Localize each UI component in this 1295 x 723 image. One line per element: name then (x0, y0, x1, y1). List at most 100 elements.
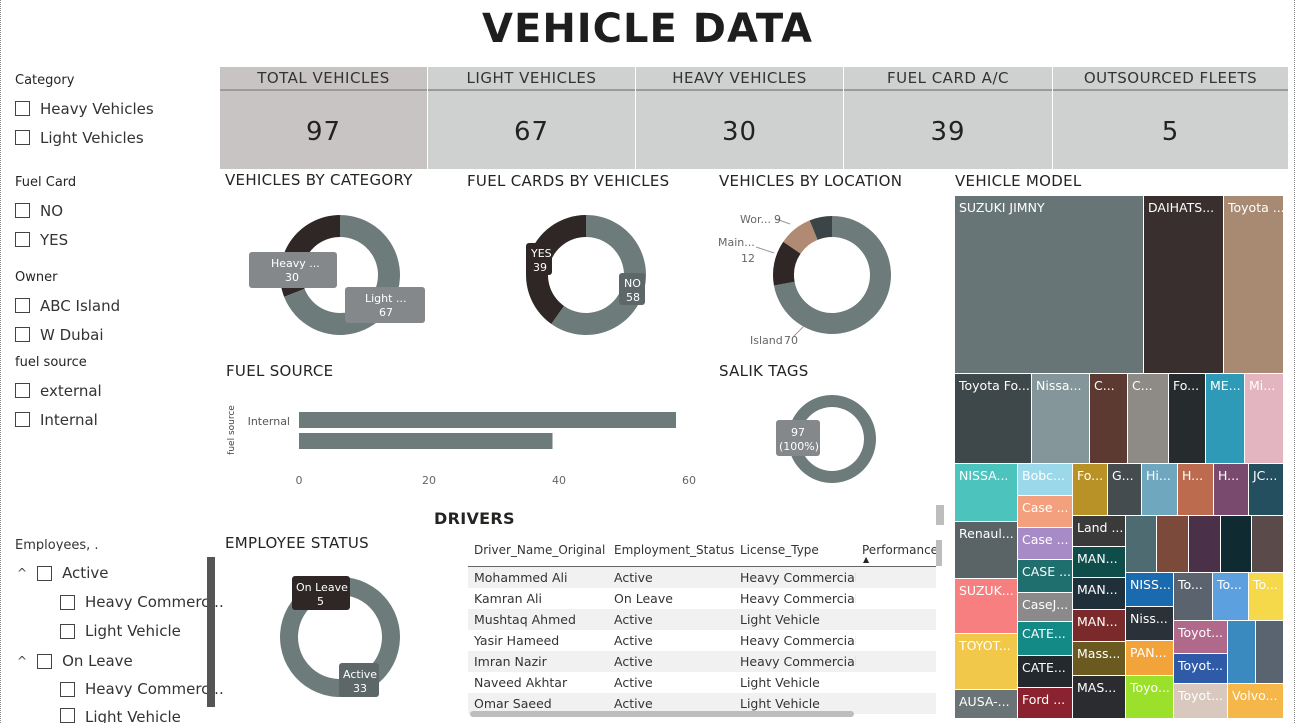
checkbox[interactable] (60, 681, 75, 697)
treemap-tile[interactable]: Niss... (1126, 607, 1173, 640)
treemap-tile[interactable]: C... (1128, 374, 1168, 463)
treemap-tile[interactable]: H... (1178, 464, 1213, 515)
treemap-tile[interactable]: CATE... (1018, 656, 1072, 687)
treemap-tile[interactable]: To... (1174, 573, 1212, 620)
slicer-item-internal[interactable]: Internal (15, 405, 102, 434)
sort-icon[interactable]: ▲ (863, 555, 870, 564)
hierarchy-item-heavy[interactable]: Heavy Commerc... (60, 680, 224, 698)
table-row[interactable]: Mushtaq Ahmed Active Light Vehicle (468, 609, 936, 630)
column-header[interactable]: Driver_Name_Original (474, 542, 606, 557)
treemap-tile[interactable]: Mi... (1245, 374, 1283, 463)
treemap-tile[interactable]: Toyo... (1126, 676, 1173, 718)
treemap-tile[interactable]: Case ... (1018, 528, 1072, 559)
treemap-tile[interactable]: MAN... (1073, 578, 1125, 609)
treemap-tile[interactable]: CaseJ... (1018, 593, 1072, 621)
checkbox[interactable] (15, 327, 30, 342)
checkbox[interactable] (37, 653, 53, 669)
slicer-item-external[interactable]: external (15, 376, 102, 405)
table-row[interactable]: Mohammed Ali Active Heavy Commercial (468, 567, 936, 588)
bar[interactable] (299, 412, 676, 428)
hierarchy-item-light[interactable]: Light Vehicle (60, 622, 181, 640)
checkbox[interactable] (15, 232, 30, 247)
table-row[interactable]: Kamran Ali On Leave Heavy Commercial (474, 591, 856, 606)
checkbox[interactable] (60, 708, 75, 723)
treemap-tile[interactable]: Case ... (1018, 496, 1072, 527)
hierarchy-item-light[interactable]: Light Vehicle (60, 708, 181, 723)
treemap-tile[interactable]: Nissa... (1032, 374, 1089, 463)
donut-slice[interactable] (783, 220, 818, 254)
treemap-tile[interactable]: Toyota Fo... (955, 374, 1031, 463)
slicer-scrollbar[interactable] (207, 557, 215, 707)
treemap-tile[interactable]: CATE... (1018, 622, 1072, 655)
slicer-item-no[interactable]: NO (15, 196, 76, 225)
treemap-tile[interactable]: CASE ... (1018, 560, 1072, 592)
chevron-up-icon[interactable]: ^ (17, 566, 28, 580)
treemap-tile[interactable]: MAN... (1073, 610, 1125, 641)
hierarchy-item-active[interactable]: ^ Active (17, 564, 109, 582)
treemap-tile[interactable]: Mass... (1073, 642, 1125, 675)
treemap-tile[interactable]: NISSA... (955, 464, 1017, 521)
donut-slice[interactable] (526, 215, 586, 324)
slicer-item-heavy-vehicles[interactable]: Heavy Vehicles (15, 94, 154, 123)
treemap-tile[interactable]: MAN... (1073, 547, 1125, 577)
checkbox[interactable] (15, 101, 30, 116)
checkbox[interactable] (60, 623, 75, 639)
column-header[interactable]: License_Type (740, 542, 819, 557)
table-row[interactable]: Omar Saeed Active Light Vehicle (468, 693, 936, 714)
treemap-tile[interactable]: C... (1090, 374, 1127, 463)
treemap-tile[interactable]: Volvo... (1228, 684, 1283, 718)
treemap-tile[interactable]: Ford ... (1018, 688, 1072, 718)
treemap-tile[interactable]: JC... (1249, 464, 1283, 515)
donut-slice[interactable] (809, 216, 832, 240)
treemap-tile[interactable] (1252, 516, 1283, 572)
table-horizontal-scrollbar[interactable] (470, 711, 854, 717)
treemap-tile[interactable]: H... (1214, 464, 1248, 515)
checkbox[interactable] (15, 383, 30, 398)
treemap-tile[interactable] (1256, 621, 1283, 683)
treemap-tile[interactable]: Fo... (1073, 464, 1107, 515)
treemap-tile[interactable]: Renaul... (955, 522, 1017, 578)
treemap-tile[interactable]: To... (1213, 573, 1248, 620)
treemap-tile[interactable]: Toyot... (1174, 684, 1227, 718)
table-vertical-scroll-thumb[interactable] (936, 505, 944, 525)
treemap-tile[interactable]: Fo... (1169, 374, 1205, 463)
hierarchy-item-heavy[interactable]: Heavy Commerc... (60, 593, 224, 611)
treemap-tile[interactable]: NISS... (1126, 573, 1173, 606)
slicer-item-w-dubai[interactable]: W Dubai (15, 320, 120, 349)
treemap-tile[interactable] (1221, 516, 1251, 572)
treemap-tile[interactable]: G... (1108, 464, 1141, 515)
treemap-tile[interactable]: PAN... (1126, 641, 1173, 675)
table-row[interactable]: Imran Nazir Active Heavy Commercial (468, 651, 936, 672)
column-header[interactable]: Employment_Status (614, 542, 734, 557)
treemap-tile[interactable]: Toyota ... (1224, 196, 1283, 373)
checkbox[interactable] (15, 203, 30, 218)
donut-slice[interactable] (773, 241, 801, 286)
treemap-tile[interactable]: Land ... (1073, 516, 1125, 546)
hierarchy-item-on-leave[interactable]: ^ On Leave (17, 652, 133, 670)
treemap-tile[interactable] (1228, 621, 1255, 683)
treemap-tile[interactable]: To... (1249, 573, 1283, 620)
column-header[interactable]: Performance (862, 542, 936, 557)
slicer-item-light-vehicles[interactable]: Light Vehicles (15, 123, 154, 152)
checkbox[interactable] (15, 298, 30, 313)
treemap-tile[interactable]: SUZUKI JIMNY (955, 196, 1143, 373)
treemap-tile[interactable]: ME... (1206, 374, 1244, 463)
donut-slice[interactable] (773, 216, 891, 334)
treemap-tile[interactable]: SUZUK... (955, 579, 1017, 633)
checkbox[interactable] (15, 130, 30, 145)
treemap-tile[interactable]: MAS... (1073, 676, 1125, 718)
checkbox[interactable] (60, 594, 75, 610)
slicer-item-yes[interactable]: YES (15, 225, 76, 254)
treemap-tile[interactable]: Toyot... (1174, 621, 1227, 653)
treemap-tile[interactable]: AUSA-... (955, 690, 1017, 718)
treemap-tile[interactable]: Hi... (1142, 464, 1177, 515)
slicer-item-abc-island[interactable]: ABC Island (15, 291, 120, 320)
checkbox[interactable] (37, 565, 53, 581)
treemap-tile[interactable]: DAIHATS... (1144, 196, 1223, 373)
treemap-tile[interactable]: TOYOT... (955, 634, 1017, 689)
table-row[interactable]: Yasir Hameed Active Heavy Commercial (474, 633, 856, 648)
table-row[interactable]: Naveed Akhtar Active Light Vehicle (474, 675, 820, 690)
bar[interactable] (299, 433, 553, 449)
chevron-up-icon[interactable]: ^ (17, 654, 28, 668)
treemap-tile[interactable]: Bobc... (1018, 464, 1072, 495)
